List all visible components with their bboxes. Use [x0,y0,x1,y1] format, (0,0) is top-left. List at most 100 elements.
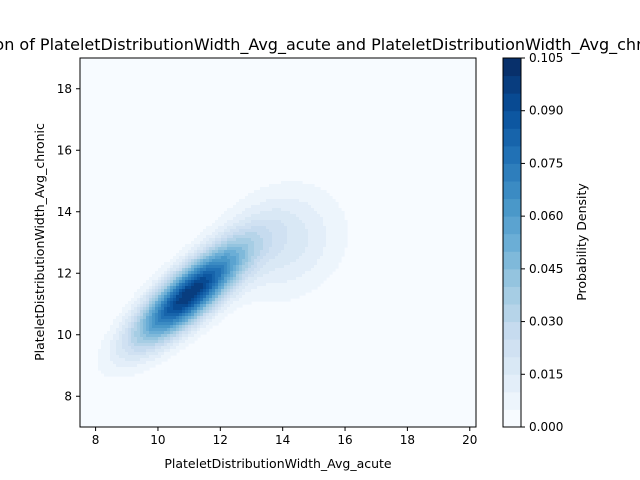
density-cell [194,334,201,338]
density-cell [164,352,177,356]
density-cell [269,247,285,251]
density-cell [302,253,324,257]
density-cell [194,271,198,275]
density-cell [110,328,117,332]
density-cell [215,277,219,281]
density-cell [125,322,129,326]
density-cell [200,298,204,302]
density-cell [161,265,171,269]
density-cell [155,292,159,296]
density-cell [164,262,174,266]
density-cell [200,268,207,272]
density-cell [254,253,261,257]
density-cell [215,283,219,287]
density-cell [161,283,165,287]
density-cell [173,283,177,287]
density-cell [299,199,336,203]
density-cell [200,265,204,269]
density-cell [170,274,174,278]
density-cell [206,292,210,296]
density-cell [230,262,237,266]
density-cell [251,259,255,263]
density-cell [194,322,198,326]
density-cell [239,286,246,290]
density-cell [266,283,321,287]
density-cell [110,346,117,350]
density-cell [299,217,324,221]
density-cell [227,283,231,287]
density-cell [230,304,243,308]
density-cell [224,301,228,305]
density-cell [164,292,168,296]
density-cell [266,253,279,257]
density-cell [242,247,249,251]
density-cell [251,214,297,218]
density-cell [224,286,228,290]
density-cell [233,280,237,284]
density-cell [272,238,288,242]
density-cell [179,316,183,320]
density-cell [161,301,165,305]
density-cell [152,301,156,305]
density-cell [140,358,156,362]
colorbar [503,58,521,428]
density-cell [206,313,210,317]
density-cell [221,277,225,281]
density-cell [209,292,213,296]
density-cell [161,346,171,350]
density-cell [227,241,255,245]
density-cell [146,334,162,338]
density-cell [197,235,207,239]
density-cell [230,265,234,269]
density-cell [179,283,183,287]
colorbar-band [503,93,521,112]
density-cell [179,337,183,341]
density-cell [236,271,240,275]
density-cell [191,310,195,314]
density-cell [176,328,180,332]
density-cell [173,304,189,308]
density-cell [134,316,138,320]
density-cell [326,226,348,230]
density-cell [134,331,141,335]
density-cell [188,337,198,341]
density-cell [200,256,204,260]
density-cell [140,301,144,305]
density-cell [131,298,138,302]
density-cell [194,283,204,287]
density-cell [263,244,273,248]
density-cell [218,295,222,299]
density-cell [146,304,150,308]
density-cell [218,247,228,251]
density-cell [296,259,318,263]
density-cell [128,325,132,329]
density-cell [182,307,186,311]
density-cell [173,286,177,290]
density-cell [125,319,132,323]
density-cell [164,286,168,290]
density-cell [254,262,258,266]
density-cell [134,325,138,329]
density-cell [239,298,291,302]
density-cell [152,313,156,317]
density-cell [146,295,150,299]
density-cell [281,220,303,224]
density-cell [239,268,243,272]
density-cell [200,262,204,266]
density-cell [110,340,117,344]
density-cell [248,265,252,269]
density-cell [149,355,162,359]
density-cell [167,283,171,287]
density-cell [173,337,180,341]
density-cell [242,262,246,266]
density-cell [170,349,180,353]
density-cell [182,289,186,293]
density-cell [131,325,135,329]
density-cell [155,316,159,320]
density-cell [182,274,186,278]
density-cell [152,283,156,287]
density-cell [164,274,168,278]
density-cell [152,286,156,290]
density-cell [98,349,111,353]
density-cell [143,331,150,335]
